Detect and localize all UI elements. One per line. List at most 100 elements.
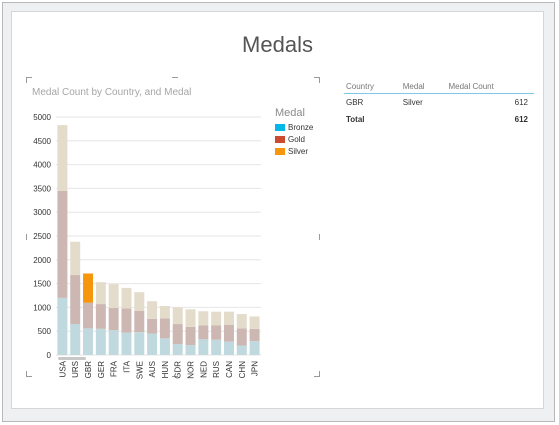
bar-ger-silver[interactable] — [95, 282, 106, 305]
stacked-column-chart[interactable]: 0 500 1000 1500 2000 2500 3000 3500 4000 4500 5000… — [26, 100, 271, 380]
bar-nor-bronze[interactable] — [185, 345, 196, 355]
bar-gdr-silver[interactable] — [172, 307, 183, 325]
bar-gbr-silver[interactable] — [83, 273, 94, 303]
total-empty-cell — [401, 109, 447, 126]
resize-handle-bottom-left[interactable] — [26, 371, 32, 377]
x-tick-label: ITA — [122, 360, 131, 373]
bar-urs-gold[interactable] — [70, 275, 81, 325]
bar-aus-gold[interactable] — [147, 318, 158, 334]
table-row[interactable]: GBR Silver 612 — [344, 94, 534, 110]
horizontal-scrollbar[interactable] — [58, 357, 86, 360]
resize-handle-right[interactable] — [319, 234, 320, 240]
legend-swatch-silver — [275, 147, 285, 155]
x-tick-label: URS — [71, 361, 80, 378]
bar-usa-silver[interactable] — [57, 125, 68, 191]
column-header-medal-count[interactable]: Medal Count — [446, 81, 534, 94]
bar-jpn-bronze[interactable] — [249, 341, 260, 355]
bar-jpn-gold[interactable] — [249, 328, 260, 342]
bar-rus-gold[interactable] — [211, 325, 222, 340]
bar-fra-bronze[interactable] — [108, 330, 119, 355]
bar-nor-silver[interactable] — [185, 309, 196, 327]
bar-ita-silver[interactable] — [121, 287, 132, 309]
chart-visual-container[interactable] — [26, 77, 320, 377]
y-tick-label: 3500 — [33, 184, 51, 193]
bar-swe-gold[interactable] — [134, 310, 145, 333]
column-header-medal[interactable]: Medal — [400, 81, 447, 94]
x-tick-label: AUS — [148, 361, 157, 377]
legend-label-gold: Gold — [288, 134, 305, 144]
bar-usa-bronze[interactable] — [57, 297, 68, 355]
bar-ita-bronze[interactable] — [121, 332, 132, 355]
bar-ger-gold[interactable] — [95, 304, 106, 329]
bar-hun-silver[interactable] — [159, 305, 170, 319]
legend-item-bronze[interactable]: Bronze — [275, 121, 313, 133]
x-tick-label: HUN — [161, 361, 170, 379]
bar-gbr-bronze[interactable] — [83, 328, 94, 355]
legend-item-silver[interactable]: Silver — [275, 145, 313, 157]
bar-chn-silver[interactable] — [236, 314, 247, 329]
total-label: Total — [346, 115, 365, 124]
bar-ita-gold[interactable] — [121, 308, 132, 333]
bar-can-silver[interactable] — [223, 311, 234, 326]
legend-swatch-bronze — [275, 123, 285, 131]
legend-title: Medal — [275, 107, 305, 119]
bar-usa-gold[interactable] — [57, 190, 68, 298]
legend-item-gold[interactable]: Gold — [275, 133, 313, 145]
cell-medal: Silver — [402, 98, 423, 107]
x-tick-label: GBR — [84, 361, 93, 379]
x-tick-label: CAN — [225, 361, 234, 378]
table-total-row: Total 612 — [344, 109, 534, 126]
x-tick-label: GER — [97, 361, 106, 379]
bar-gbr-gold[interactable] — [83, 302, 94, 329]
y-tick-label: 5000 — [33, 113, 51, 122]
bar-gdr-gold[interactable] — [172, 324, 183, 345]
bar-urs-bronze[interactable] — [70, 324, 81, 355]
bar-jpn-silver[interactable] — [249, 316, 260, 329]
y-tick-label: 0 — [47, 351, 52, 360]
bar-hun-bronze[interactable] — [159, 338, 170, 355]
bar-hun-gold[interactable] — [159, 318, 170, 339]
bar-aus-bronze[interactable] — [147, 333, 158, 355]
bar-chn-gold[interactable] — [236, 328, 247, 346]
y-tick-label: 1500 — [33, 280, 51, 289]
x-tick-label: NOR — [187, 361, 196, 379]
resize-handle-left[interactable] — [26, 234, 27, 240]
bar-swe-bronze[interactable] — [134, 332, 145, 355]
resize-handle-top-right[interactable] — [314, 77, 320, 83]
bar-urs-silver[interactable] — [70, 241, 81, 276]
bar-ger-bronze[interactable] — [95, 328, 106, 355]
total-count: 612 — [514, 115, 528, 124]
resize-handle-top-left[interactable] — [26, 77, 32, 83]
y-tick-label: 3000 — [33, 208, 51, 217]
bar-fra-silver[interactable] — [108, 284, 119, 308]
bar-gdr-bronze[interactable] — [172, 344, 183, 355]
table-visual[interactable]: Country Medal Medal Count GBR Silver 612… — [344, 81, 534, 126]
y-tick-label: 2500 — [33, 232, 51, 241]
bar-rus-bronze[interactable] — [211, 339, 222, 355]
x-tick-label: USA — [58, 360, 67, 377]
bar-rus-silver[interactable] — [211, 311, 222, 326]
bar-ned-gold[interactable] — [198, 325, 209, 340]
bar-can-bronze[interactable] — [223, 341, 234, 355]
legend-label-bronze: Bronze — [288, 122, 314, 132]
y-tick-label: 1000 — [33, 303, 51, 312]
y-tick-label: 500 — [38, 327, 52, 336]
resize-handle-bottom[interactable] — [172, 376, 178, 377]
bar-swe-silver[interactable] — [134, 292, 145, 311]
resize-handle-bottom-right[interactable] — [314, 371, 320, 377]
y-tick-label: 2000 — [33, 256, 51, 265]
bar-fra-gold[interactable] — [108, 307, 119, 331]
bar-ned-silver[interactable] — [198, 311, 209, 326]
column-header-country[interactable]: Country — [344, 81, 401, 94]
bar-aus-silver[interactable] — [147, 301, 158, 319]
x-tick-label: GDR — [174, 361, 183, 379]
x-tick-label: NED — [199, 361, 208, 378]
resize-handle-top[interactable] — [172, 77, 178, 78]
x-tick-label: JPN — [251, 361, 260, 376]
x-tick-label: RUS — [212, 361, 221, 378]
bar-nor-gold[interactable] — [185, 326, 196, 346]
bar-ned-bronze[interactable] — [198, 339, 209, 355]
bar-can-gold[interactable] — [223, 325, 234, 342]
cell-country: GBR — [346, 98, 364, 107]
bar-chn-bronze[interactable] — [236, 345, 247, 355]
